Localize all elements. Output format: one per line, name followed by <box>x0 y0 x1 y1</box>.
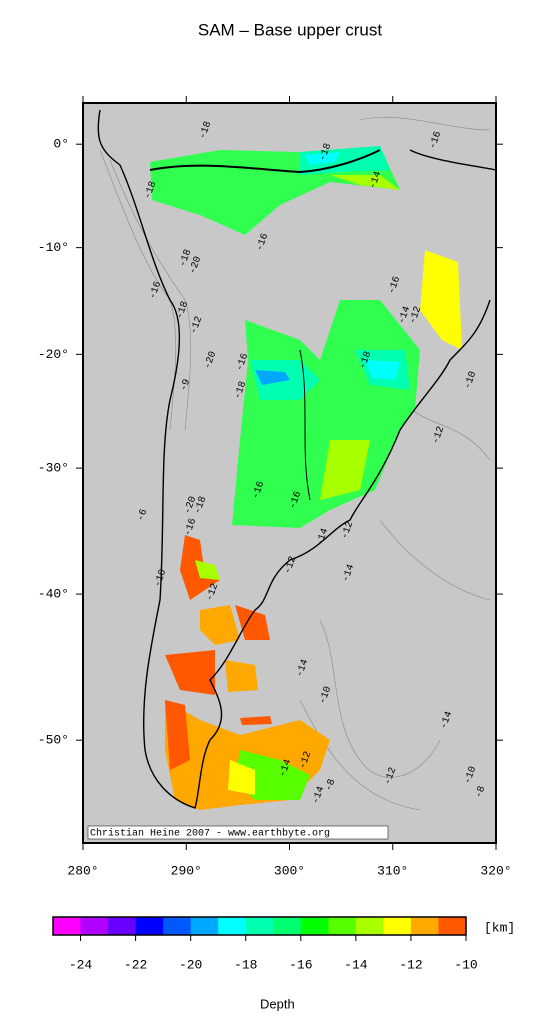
contour-label: -9 <box>179 378 193 393</box>
credit: Christian Heine 2007 - www.earthbyte.org <box>90 828 330 840</box>
y-tick-label: -30° <box>38 461 69 476</box>
colorbar-tick-label: -20 <box>179 957 202 972</box>
colorbar-unit: [km] <box>484 920 515 935</box>
colorbar-segment <box>218 917 247 935</box>
colorbar-segment <box>135 917 164 935</box>
colorbar-segment <box>328 917 357 935</box>
colorbar-tick-label: -16 <box>289 957 312 972</box>
y-tick-label: -20° <box>38 347 69 362</box>
x-tick-label: 300° <box>274 863 305 878</box>
colorbar-tick-label: -24 <box>69 957 93 972</box>
colorbar-tick-label: -12 <box>399 957 422 972</box>
colorbar-tick-label: -14 <box>344 957 368 972</box>
colorbar-segment <box>163 917 192 935</box>
colorbar-segment <box>383 917 412 935</box>
y-tick-label: -10° <box>38 240 69 255</box>
x-tick-label: 290° <box>171 863 202 878</box>
colorbar-label: Depth <box>260 996 295 1011</box>
colorbar-frame <box>52 916 467 936</box>
colorbar-tick-label: -22 <box>124 957 147 972</box>
contour-label: -8 <box>324 778 338 793</box>
credit-box <box>87 825 389 840</box>
colorbar-segment <box>108 917 137 935</box>
x-tick-label: 310° <box>377 863 408 878</box>
colorbar-segment <box>53 917 82 935</box>
colorbar-tick-label: -18 <box>234 957 257 972</box>
y-tick-label: -40° <box>38 587 69 602</box>
x-tick-label: 280° <box>67 863 98 878</box>
colorbar-segment <box>410 917 439 935</box>
colorbar-segment <box>300 917 329 935</box>
colorbar-segment <box>438 917 467 935</box>
y-tick-label: 0° <box>53 137 69 152</box>
colorbar-segment <box>355 917 384 935</box>
colorbar-segment <box>273 917 302 935</box>
colorbar-tick-label: -10 <box>454 957 477 972</box>
colorbar-segment <box>190 917 219 935</box>
contour-label: -8 <box>474 785 488 800</box>
depth-patches <box>150 146 462 810</box>
title: SAM – Base upper crust <box>198 20 383 39</box>
contour-label: -6 <box>136 508 150 523</box>
colorbar-segment <box>80 917 109 935</box>
y-tick-label: -50° <box>38 733 69 748</box>
x-tick-label: 320° <box>480 863 511 878</box>
colorbar-segment <box>245 917 274 935</box>
coastline <box>97 109 497 809</box>
